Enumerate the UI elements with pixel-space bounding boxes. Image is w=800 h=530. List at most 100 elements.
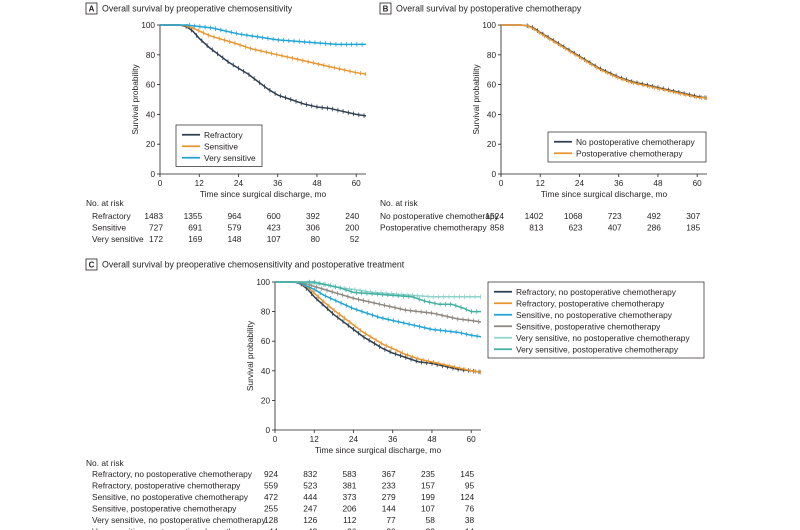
risk-table-header: No. at risk bbox=[380, 198, 419, 208]
risk-row-label: Very sensitive, no postoperative chemoth… bbox=[92, 515, 266, 525]
legend-box bbox=[487, 281, 705, 359]
y-axis-title: Survival probability bbox=[245, 320, 255, 391]
risk-value: 813 bbox=[529, 223, 543, 233]
risk-value: 107 bbox=[421, 504, 435, 514]
x-axis-title: Time since surgical discharge, mo bbox=[315, 445, 442, 455]
series-6 bbox=[275, 279, 481, 314]
risk-value: 472 bbox=[264, 492, 278, 502]
risk-value: 623 bbox=[568, 223, 582, 233]
risk-value: 157 bbox=[421, 481, 435, 491]
panel-title: Overall survival by postoperative chemot… bbox=[396, 4, 582, 14]
risk-value: 76 bbox=[465, 504, 475, 514]
risk-value: 600 bbox=[267, 211, 281, 221]
risk-value: 392 bbox=[306, 211, 320, 221]
risk-value: 107 bbox=[267, 234, 281, 244]
x-tick-label: 48 bbox=[427, 435, 437, 444]
x-tick-label: 36 bbox=[388, 435, 398, 444]
risk-value: 247 bbox=[303, 504, 317, 514]
x-tick-label: 60 bbox=[693, 179, 703, 188]
risk-value: 691 bbox=[188, 223, 202, 233]
x-tick-label: 12 bbox=[536, 179, 546, 188]
risk-value: 579 bbox=[227, 223, 241, 233]
y-tick-label: 60 bbox=[146, 81, 156, 90]
y-tick-label: 60 bbox=[487, 81, 497, 90]
risk-value: 1355 bbox=[184, 211, 203, 221]
series-2 bbox=[501, 24, 708, 101]
survival-curve bbox=[501, 24, 708, 99]
y-tick-label: 60 bbox=[261, 337, 271, 346]
risk-value: 148 bbox=[227, 234, 241, 244]
risk-row-label: Sensitive bbox=[92, 223, 126, 233]
legend-box bbox=[547, 131, 707, 163]
legend-label: Very sensitive bbox=[204, 153, 256, 163]
risk-value: 14 bbox=[465, 527, 475, 530]
risk-value: 128 bbox=[264, 515, 278, 525]
x-tick-label: 36 bbox=[614, 179, 624, 188]
y-tick-label: 80 bbox=[261, 308, 271, 317]
legend-label: Very sensitive, no postoperative chemoth… bbox=[516, 333, 690, 343]
x-tick-label: 36 bbox=[273, 179, 283, 188]
risk-value: 1402 bbox=[525, 211, 544, 221]
risk-value: 381 bbox=[342, 481, 356, 491]
risk-value: 423 bbox=[267, 223, 281, 233]
x-tick-label: 0 bbox=[273, 435, 278, 444]
panel-c: C Overall survival by preoperative chemos… bbox=[85, 258, 705, 530]
risk-row-label: Refractory bbox=[92, 211, 131, 221]
legend-label: Sensitive, no postoperative chemotherapy bbox=[516, 310, 673, 320]
y-tick-label: 40 bbox=[146, 110, 156, 119]
series-1 bbox=[160, 24, 367, 118]
risk-value: 306 bbox=[306, 223, 320, 233]
risk-value: 1524 bbox=[485, 211, 504, 221]
risk-value: 36 bbox=[347, 527, 357, 530]
risk-value: 1483 bbox=[144, 211, 163, 221]
panel-letter: A bbox=[89, 5, 95, 14]
y-axis-title: Survival probability bbox=[471, 64, 481, 135]
x-tick-label: 48 bbox=[653, 179, 663, 188]
risk-row-label: No postoperative chemotherapy bbox=[380, 211, 500, 221]
x-tick-label: 60 bbox=[467, 435, 477, 444]
risk-value: 367 bbox=[382, 469, 396, 479]
survival-curve bbox=[275, 281, 482, 374]
survival-curve bbox=[275, 281, 482, 374]
risk-value: 145 bbox=[460, 469, 474, 479]
series-2 bbox=[275, 281, 482, 375]
series-1 bbox=[501, 23, 708, 101]
risk-value: 559 bbox=[264, 481, 278, 491]
x-tick-label: 0 bbox=[158, 179, 163, 188]
y-tick-label: 0 bbox=[150, 170, 155, 179]
risk-value: 583 bbox=[342, 469, 356, 479]
y-tick-label: 100 bbox=[141, 21, 155, 30]
x-axis-title: Time since surgical discharge, mo bbox=[200, 189, 327, 199]
y-tick-label: 100 bbox=[256, 278, 270, 287]
series-3 bbox=[275, 281, 482, 339]
risk-value: 832 bbox=[303, 469, 317, 479]
x-axis-title: Time since surgical discharge, mo bbox=[541, 189, 668, 199]
y-tick-label: 0 bbox=[491, 170, 496, 179]
x-tick-label: 24 bbox=[234, 179, 244, 188]
panel-b: B Overall survival by postoperative chemo… bbox=[379, 2, 708, 233]
risk-value: 30 bbox=[386, 527, 396, 530]
risk-row-label: Very sensitive, postoperative chemothera… bbox=[92, 527, 255, 530]
series-2 bbox=[160, 24, 367, 77]
legend-label: Refractory, postoperative chemotherapy bbox=[516, 298, 665, 308]
panel-title: Overall survival by preoperative chemose… bbox=[102, 4, 293, 14]
risk-value: 858 bbox=[490, 223, 504, 233]
survival-curve bbox=[501, 24, 708, 99]
risk-value: 95 bbox=[465, 481, 475, 491]
panel-a: A Overall survival by preoperative chemos… bbox=[85, 2, 367, 244]
risk-value: 279 bbox=[382, 492, 396, 502]
legend-label: Sensitive bbox=[204, 141, 238, 151]
x-tick-label: 24 bbox=[575, 179, 585, 188]
risk-value: 924 bbox=[264, 469, 278, 479]
risk-value: 492 bbox=[647, 211, 661, 221]
series-5 bbox=[275, 280, 481, 300]
x-tick-label: 12 bbox=[195, 179, 205, 188]
y-tick-label: 80 bbox=[487, 51, 497, 60]
survival-curve bbox=[275, 281, 482, 338]
risk-value: 112 bbox=[343, 515, 357, 525]
risk-value: 373 bbox=[342, 492, 356, 502]
x-tick-label: 0 bbox=[499, 179, 504, 188]
risk-value: 22 bbox=[426, 527, 436, 530]
x-tick-label: 60 bbox=[352, 179, 362, 188]
risk-value: 1068 bbox=[564, 211, 583, 221]
